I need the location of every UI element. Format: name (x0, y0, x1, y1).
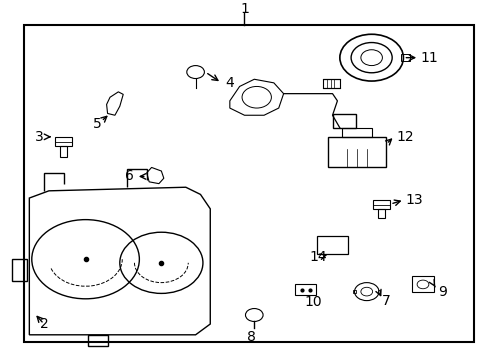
Bar (55, 137, 72, 146)
Text: 9: 9 (437, 285, 446, 298)
Text: 14: 14 (308, 251, 326, 264)
Bar (322, 79, 339, 88)
Bar (60, 146, 67, 157)
Text: 1: 1 (240, 2, 248, 16)
Text: 2: 2 (40, 317, 48, 331)
Text: 5: 5 (93, 117, 102, 131)
Bar (316, 236, 347, 254)
Text: 10: 10 (304, 296, 321, 309)
Bar (352, 290, 355, 293)
Text: 13: 13 (405, 193, 423, 207)
Bar (332, 114, 355, 128)
Bar (400, 54, 409, 61)
Text: 6: 6 (125, 170, 134, 184)
Bar (294, 284, 316, 295)
Bar (372, 200, 389, 209)
Text: 7: 7 (381, 294, 390, 307)
Bar (377, 209, 385, 218)
Text: 12: 12 (395, 130, 413, 144)
Bar (327, 137, 386, 167)
Bar (24, 25, 473, 342)
Text: 8: 8 (247, 330, 256, 343)
Text: 4: 4 (224, 76, 233, 90)
Bar (342, 128, 371, 137)
Bar (377, 290, 380, 293)
Text: 11: 11 (420, 51, 437, 65)
Text: 3: 3 (35, 130, 43, 144)
